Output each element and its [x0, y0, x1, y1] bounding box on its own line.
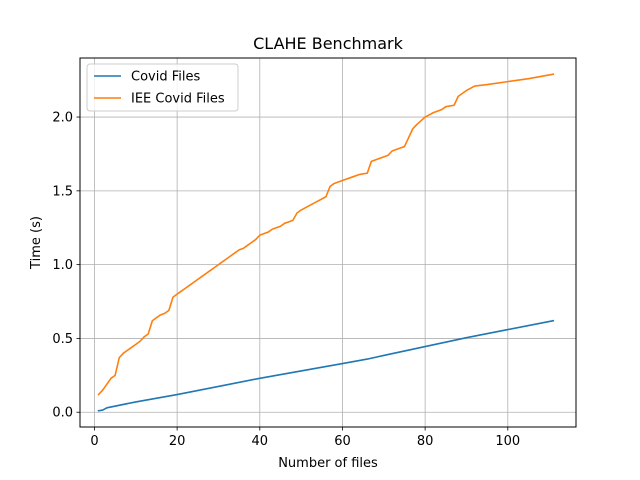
- y-tick-label: 1.5: [52, 184, 73, 199]
- y-tick-label: 0.5: [52, 332, 73, 347]
- x-axis-label: Number of files: [278, 456, 378, 471]
- x-tick-label: 100: [495, 434, 520, 449]
- ticks: 0 20 40 60 80 100 0.0 0.5 1.0 1.5 2.0: [52, 111, 520, 449]
- legend-label: Covid Files: [131, 70, 200, 85]
- y-tick-label: 2.0: [52, 111, 73, 126]
- series-lines: [97, 73, 555, 412]
- y-axis-label: Time (s): [29, 216, 44, 270]
- series-line-1: [97, 319, 555, 412]
- legend-label: IEE Covid Files: [131, 92, 225, 107]
- y-tick-label: 0.0: [52, 406, 73, 421]
- legend-box: [86, 63, 239, 112]
- x-tick-label: 40: [252, 434, 269, 449]
- series-line-2: [97, 73, 555, 396]
- x-tick-label: 60: [334, 434, 351, 449]
- x-tick-label: 20: [169, 434, 186, 449]
- grid: [80, 58, 576, 427]
- chart-title: CLAHE Benchmark: [253, 34, 403, 53]
- plot-frame: [79, 57, 577, 428]
- x-tick-label: 80: [417, 434, 434, 449]
- legend: Covid Files IEE Covid Files: [86, 63, 239, 112]
- y-tick-label: 1.0: [52, 258, 73, 273]
- x-tick-label: 0: [90, 434, 98, 449]
